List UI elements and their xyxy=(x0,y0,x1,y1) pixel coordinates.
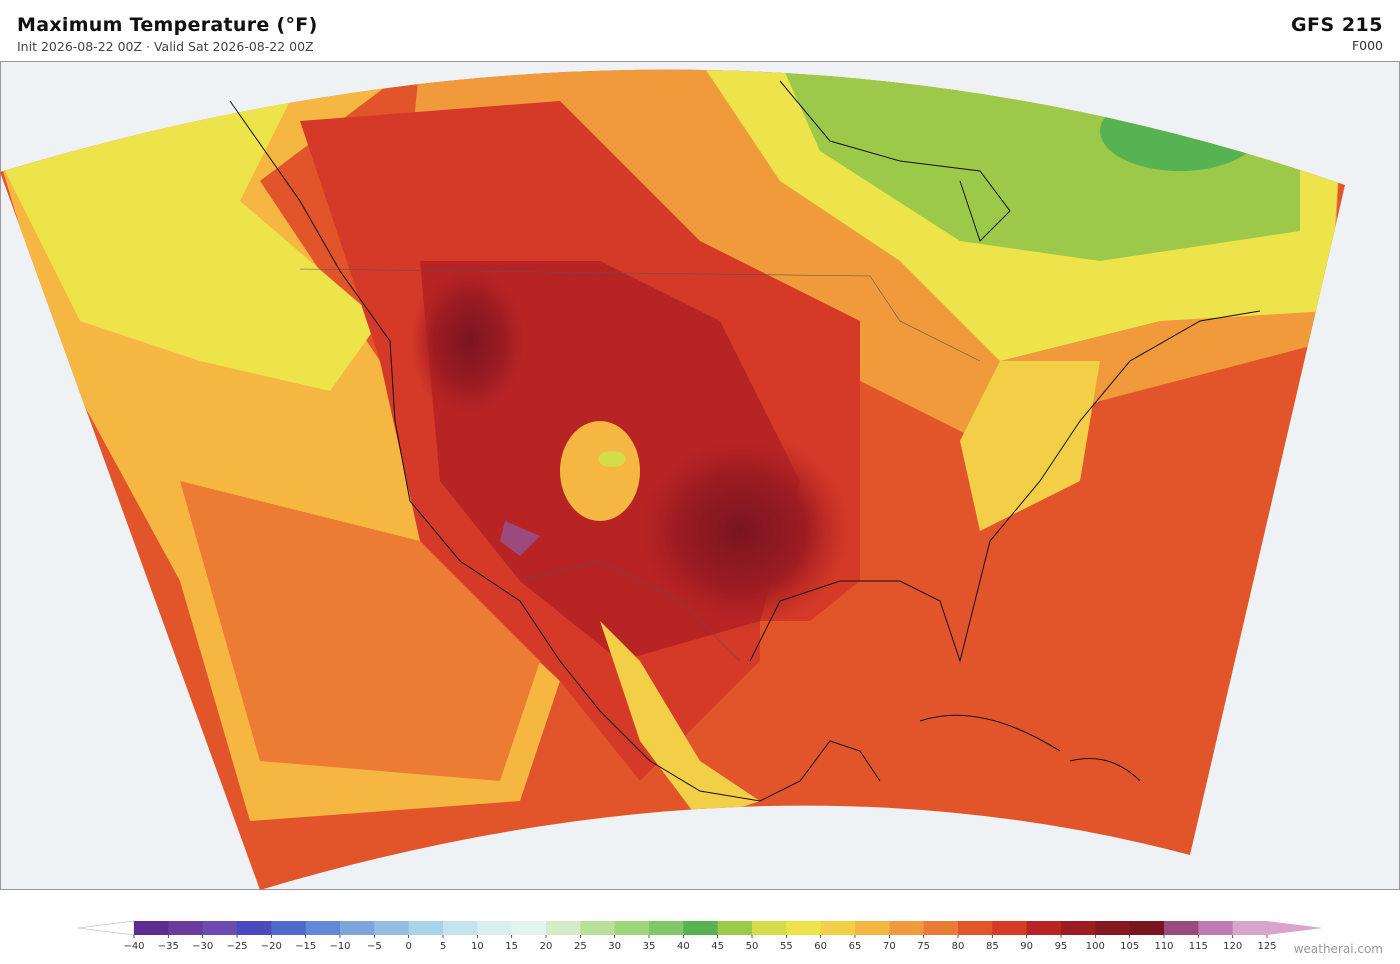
colorbar-swatch xyxy=(1198,921,1234,935)
colorbar-swatch xyxy=(511,921,547,935)
colorbar-swatch xyxy=(1232,921,1268,935)
colorbar-tick-label: 70 xyxy=(883,941,896,952)
colorbar-tick-label: 65 xyxy=(849,941,862,952)
colorbar-tick-label: 75 xyxy=(917,941,930,952)
colorbar-tick-label: 100 xyxy=(1086,941,1105,952)
colorbar-swatch xyxy=(1026,921,1062,935)
model-label: GFS 215 xyxy=(1290,14,1383,36)
colorbar-tick-label: 105 xyxy=(1120,941,1139,952)
colorbar-tick-label: 10 xyxy=(471,941,484,952)
colorbar-tick-label: 95 xyxy=(1055,941,1068,952)
colorbar-tick-label: 50 xyxy=(746,941,759,952)
colorbar-swatch xyxy=(271,921,307,935)
colorbar-tick-label: 35 xyxy=(643,941,656,952)
colorbar-tick-label: −25 xyxy=(226,941,247,952)
colorbar-swatch xyxy=(1061,921,1096,935)
colorbar-tick-label: 125 xyxy=(1257,941,1276,952)
watermark: weatherai.com xyxy=(1293,942,1383,956)
colorbar-swatch xyxy=(408,921,444,935)
colorbar-swatch xyxy=(134,921,169,935)
colorbar-tick-label: 0 xyxy=(405,941,411,952)
colorbar-tick-label: −40 xyxy=(123,941,144,952)
colorbar-swatch xyxy=(374,921,410,935)
colorbar-tick-label: 90 xyxy=(1020,941,1033,952)
colorbar-swatch xyxy=(614,921,650,935)
colorbar-tick-label: 110 xyxy=(1154,941,1173,952)
borders xyxy=(299,268,981,662)
colorbar-under xyxy=(77,920,135,936)
colorbar-tick-label: 40 xyxy=(677,941,690,952)
colorbar-tick-label: −15 xyxy=(295,941,316,952)
subtitle: Init 2026-08-22 00Z · Valid Sat 2026-08-… xyxy=(17,39,314,54)
colorbar-tick-label: 55 xyxy=(780,941,793,952)
colorbar-tick-label: 20 xyxy=(540,941,553,952)
colorbar-tick-label: −20 xyxy=(261,941,282,952)
colorbar-swatch xyxy=(923,921,959,935)
map xyxy=(0,61,1400,890)
colorbar-swatch xyxy=(305,921,341,935)
colorbar-swatch xyxy=(340,921,375,935)
colorbar-tick-label: −5 xyxy=(367,941,382,952)
colorbar-tick-label: 45 xyxy=(711,941,724,952)
colorbar-tick-label: 15 xyxy=(505,941,518,952)
colorbar-swatch xyxy=(1129,921,1165,935)
colorbar-swatch xyxy=(958,921,993,935)
colorbar-swatch xyxy=(202,921,238,935)
colorbar-swatch xyxy=(580,921,616,935)
colorbar-swatch xyxy=(992,921,1028,935)
colorbar-swatch xyxy=(717,921,753,935)
title: Maximum Temperature (°F) xyxy=(17,14,318,36)
colorbar-tick-label: 115 xyxy=(1189,941,1208,952)
coastlines xyxy=(229,80,1261,802)
colorbar: −40 −35 −30 −25 −20 −15 −10 −5 0 5 10 15 20 25 30 35 40 4… xyxy=(77,920,1323,952)
colorbar-tick-label: −30 xyxy=(192,941,213,952)
colorbar-tick-label: 85 xyxy=(986,941,999,952)
colorbar-swatch xyxy=(855,921,890,935)
colorbar-swatch xyxy=(820,921,856,935)
temperature-field xyxy=(0,69,1345,890)
colorbar-swatch xyxy=(168,921,204,935)
colorbar-swatch xyxy=(237,921,272,935)
colorbar-swatch xyxy=(786,921,822,935)
colorbar-tick-label: 25 xyxy=(574,941,587,952)
colorbar-swatch xyxy=(1164,921,1199,935)
colorbar-swatch xyxy=(889,921,925,935)
colorbar-swatch xyxy=(752,921,787,935)
forecast-hour: F000 xyxy=(1351,38,1383,53)
colorbar-swatch xyxy=(683,921,719,935)
colorbar-tick-label: −35 xyxy=(158,941,179,952)
colorbar-tick-label: 60 xyxy=(814,941,827,952)
colorbar-over xyxy=(1267,921,1323,935)
colorbar-swatch xyxy=(1095,921,1131,935)
colorbar-tick-label: 80 xyxy=(952,941,965,952)
colorbar-swatch xyxy=(477,921,513,935)
colorbar-tick-label: 5 xyxy=(440,941,446,952)
colorbar-swatch xyxy=(649,921,684,935)
colorbar-swatch xyxy=(546,921,581,935)
colorbar-tick-label: 120 xyxy=(1223,941,1242,952)
colorbar-tick-label: 30 xyxy=(608,941,621,952)
colorbar-swatch xyxy=(443,921,478,935)
colorbar-tick-label: −10 xyxy=(329,941,350,952)
